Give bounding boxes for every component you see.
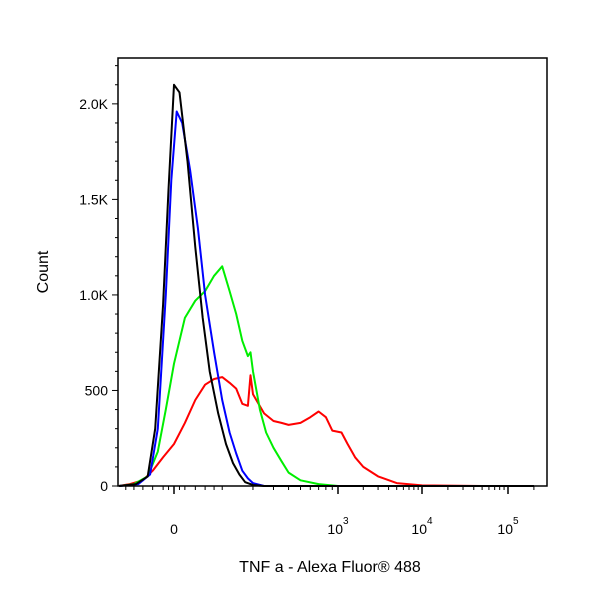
x-tick-label: 105 <box>497 516 519 537</box>
series-line-3 <box>118 110 534 487</box>
y-axis-label: Count <box>35 250 52 293</box>
series-line-2 <box>118 265 534 487</box>
x-tick-label: 104 <box>411 516 433 537</box>
x-axis-label: TNF a - Alexa Fluor® 488 <box>239 559 421 576</box>
x-tick-label: 0 <box>170 521 178 537</box>
y-tick-label: 1.0K <box>79 287 108 303</box>
y-tick-label: 0 <box>100 478 108 494</box>
y-tick-label: 1.5K <box>79 191 108 207</box>
x-axis-ticks: 0 103 104 105 <box>125 486 535 537</box>
y-tick-label: 2.0K <box>79 96 108 112</box>
series-layer <box>118 83 534 487</box>
series-line-1 <box>118 374 534 487</box>
series-line-4 <box>118 83 534 487</box>
y-tick-label: 500 <box>85 382 109 398</box>
y-axis-ticks: 0 500 1.0K 1.5K 2.0K <box>79 65 118 494</box>
x-tick-label: 103 <box>327 516 349 537</box>
